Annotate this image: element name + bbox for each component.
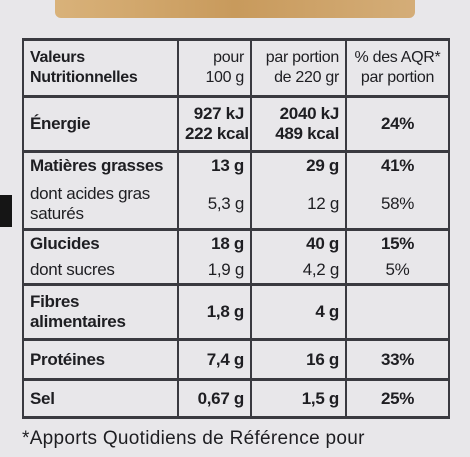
edge-mark — [0, 195, 12, 227]
table-cell: 4,2 g — [250, 257, 347, 285]
cell-text: 7,4 g — [206, 349, 245, 369]
cell-text: dont sucres — [30, 260, 115, 280]
table-cell: 16 g — [250, 338, 347, 380]
footnote: *Apports Quotidiens de Référence pour — [22, 428, 365, 449]
table-cell: 24% — [345, 95, 450, 152]
cell-text: 489 kcal — [275, 124, 339, 143]
cell-text: 41% — [380, 156, 415, 176]
cell-text: 15% — [380, 234, 415, 254]
table-row: Énergie 927 kJ 222 kcal 2040 kJ 489 kcal 24% — [22, 95, 450, 152]
table-row: Fibres alimentaires 1,8 g 4 g — [22, 283, 450, 340]
cell-text: 222 kcal — [185, 124, 249, 143]
cell-text: par portion — [360, 69, 435, 86]
cell-text: 16 g — [306, 349, 339, 369]
table-cell: dont acides gras saturés — [22, 179, 179, 230]
table-cell: 1,5 g — [250, 378, 347, 419]
cell-text: 12 g — [307, 193, 339, 213]
table-cell: 58% — [345, 179, 450, 230]
table-cell: Énergie — [22, 95, 179, 152]
table-cell: Sel — [22, 378, 179, 419]
cell-text: Énergie — [30, 114, 91, 133]
table-cell: 13 g — [177, 150, 252, 180]
table-row: Glucides 18 g 40 g 15% — [22, 228, 450, 258]
table-row: Protéines 7,4 g 16 g 33% — [22, 338, 450, 380]
table-row: dont sucres 1,9 g 4,2 g 5% — [22, 257, 450, 285]
nutrition-table: Valeurs Nutritionnelles pour 100 g par porti… — [22, 38, 450, 419]
cell-text: 58% — [380, 193, 415, 213]
cell-text: par portion — [265, 49, 340, 66]
table-cell: 18 g — [177, 228, 252, 258]
cell-text: 18 g — [211, 234, 244, 254]
table-cell: 15% — [345, 228, 450, 258]
cell-text: 2040 kJ — [279, 104, 340, 123]
cell-text: Matières grasses — [30, 156, 164, 176]
table-cell: 2040 kJ 489 kcal — [250, 95, 347, 152]
cell-text: Fibres — [30, 292, 80, 311]
package-band — [55, 0, 415, 18]
cell-text: 100 g — [205, 69, 244, 86]
cell-text: 24% — [380, 114, 415, 133]
table-cell: Glucides — [22, 228, 179, 258]
table-cell: 25% — [345, 378, 450, 419]
cell-text: 0,67 g — [197, 388, 245, 408]
table-cell — [345, 283, 450, 340]
cell-text: 927 kJ — [193, 104, 245, 123]
table-cell: Valeurs Nutritionnelles — [22, 38, 179, 97]
cell-text: dont acides gras — [30, 183, 150, 203]
cell-text: 5% — [385, 260, 410, 280]
cell-text: Valeurs — [30, 49, 85, 66]
table-cell: pour 100 g — [177, 38, 252, 97]
table-cell: 1,9 g — [177, 257, 252, 285]
cell-text: alimentaires — [30, 312, 126, 331]
table-cell: Matières grasses — [22, 150, 179, 180]
cell-text: Sel — [30, 388, 55, 408]
table-cell: Protéines — [22, 338, 179, 380]
table-cell: 12 g — [250, 179, 347, 230]
table-cell: 40 g — [250, 228, 347, 258]
table-cell: 5% — [345, 257, 450, 285]
cell-text: 13 g — [211, 156, 244, 176]
cell-text: 1,9 g — [207, 260, 245, 280]
cell-text: % des AQR* — [354, 49, 441, 66]
cell-text: Nutritionnelles — [30, 69, 138, 86]
table-cell: 29 g — [250, 150, 347, 180]
cell-text: 1,5 g — [301, 388, 340, 408]
table-cell: 5,3 g — [177, 179, 252, 230]
cell-text: 5,3 g — [207, 193, 245, 213]
table-cell: 33% — [345, 338, 450, 380]
table-cell: 1,8 g — [177, 283, 252, 340]
table-cell: Fibres alimentaires — [22, 283, 179, 340]
cell-text: 4,2 g — [302, 260, 340, 280]
table-cell: par portion de 220 gr — [250, 38, 347, 97]
cell-text: 29 g — [306, 156, 339, 176]
table-row: dont acides gras saturés 5,3 g 12 g 58% — [22, 179, 450, 230]
cell-text: Glucides — [30, 234, 100, 254]
cell-text: 40 g — [306, 234, 339, 254]
cell-text: 25% — [380, 388, 415, 408]
table-row: Matières grasses 13 g 29 g 41% — [22, 150, 450, 180]
cell-text: Protéines — [30, 349, 105, 369]
cell-text: 33% — [380, 349, 415, 369]
table-cell: 927 kJ 222 kcal — [177, 95, 252, 152]
table-cell: dont sucres — [22, 257, 179, 285]
table-cell: % des AQR* par portion — [345, 38, 450, 97]
table-cell: 7,4 g — [177, 338, 252, 380]
cell-text: 4 g — [315, 302, 339, 321]
table-cell: 0,67 g — [177, 378, 252, 419]
cell-text: saturés — [30, 203, 84, 223]
cell-text: de 220 gr — [274, 69, 339, 86]
table-cell: 41% — [345, 150, 450, 180]
cell-text: pour — [213, 49, 244, 66]
cell-text: 1,8 g — [206, 302, 245, 321]
table-cell: 4 g — [250, 283, 347, 340]
table-row: Sel 0,67 g 1,5 g 25% — [22, 378, 450, 419]
table-row: Valeurs Nutritionnelles pour 100 g par porti… — [22, 38, 450, 97]
